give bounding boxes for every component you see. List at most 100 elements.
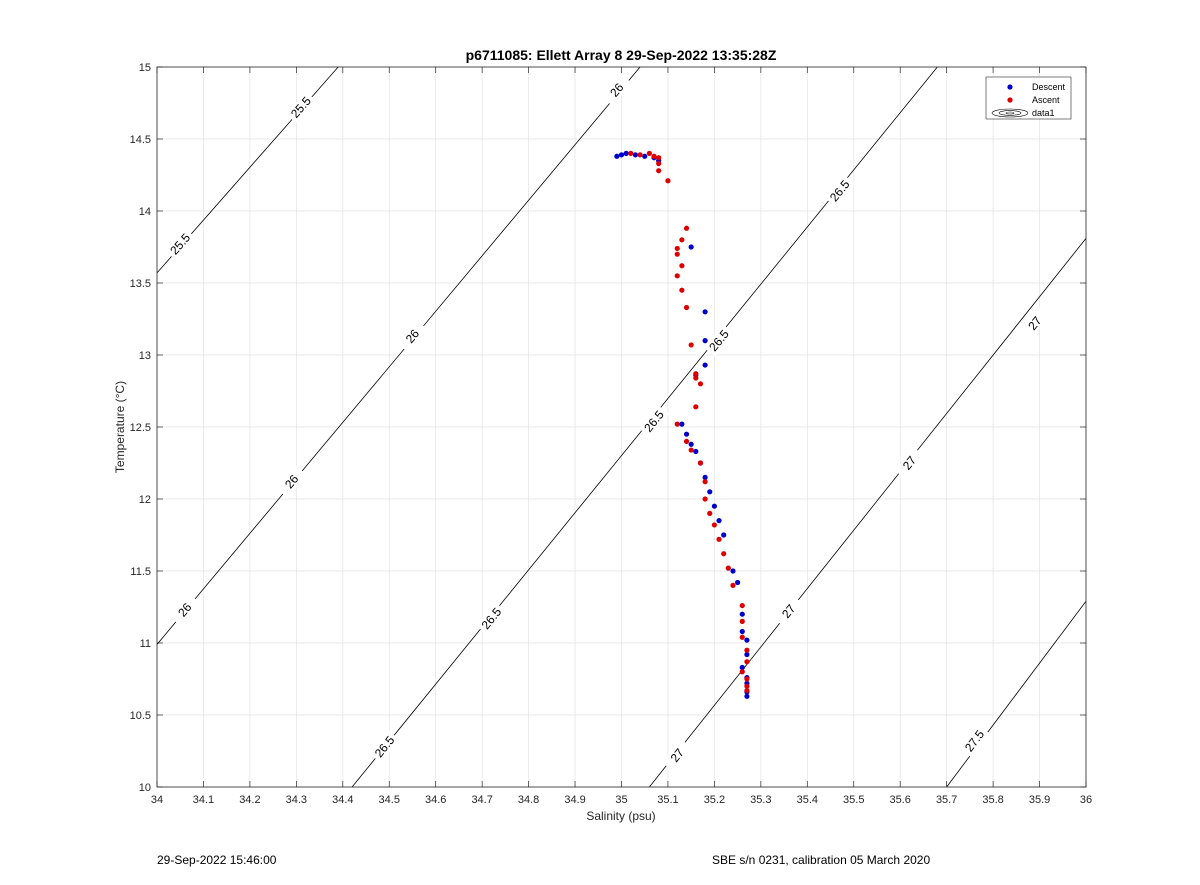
x-tick-label: 35.3 xyxy=(750,794,771,806)
descent-point xyxy=(688,441,694,447)
ascent-point xyxy=(656,168,662,174)
contour-label-gap xyxy=(773,595,804,628)
x-tick-label: 35.5 xyxy=(843,794,864,806)
x-tick-label: 35.4 xyxy=(797,794,818,806)
ascent-point xyxy=(711,522,718,528)
y-tick-label: 10.5 xyxy=(130,710,151,722)
ascent-point xyxy=(693,371,699,377)
legend[interactable]: Descent Ascent data1 xyxy=(985,76,1072,120)
legend-data1-label: data1 xyxy=(1032,108,1055,118)
x-tick-label: 34.5 xyxy=(379,794,400,806)
ascent-point xyxy=(739,634,745,640)
ascent-point xyxy=(721,551,727,557)
descent-point xyxy=(707,489,713,495)
legend-contour-icon xyxy=(991,108,1029,118)
contour-line-27 xyxy=(649,238,1087,788)
contour-label-gap xyxy=(285,91,317,124)
ascent-point xyxy=(679,287,685,293)
descent-point xyxy=(711,503,718,509)
x-tick-label: 35.6 xyxy=(889,794,910,806)
ascent-point xyxy=(628,150,634,156)
legend-ascent-marker xyxy=(1007,97,1013,103)
x-tick-label: 36 xyxy=(1080,794,1092,806)
ascent-point xyxy=(744,676,750,682)
descent-point xyxy=(735,579,741,586)
y-tick-label: 12 xyxy=(139,494,151,506)
y-tick-label: 14.5 xyxy=(130,134,151,146)
contour-label-gap xyxy=(959,724,990,758)
ascent-point xyxy=(744,687,750,694)
ascent-point xyxy=(697,460,704,466)
y-tick-label: 12.5 xyxy=(130,422,151,434)
descent-point xyxy=(642,153,648,159)
contour-label-gap xyxy=(1020,307,1050,340)
ascent-point xyxy=(730,582,736,589)
x-tick-label: 35.8 xyxy=(982,794,1003,806)
y-tick-label: 14 xyxy=(139,206,151,218)
footer-timestamp: 29-Sep-2022 15:46:00 xyxy=(157,853,277,867)
descent-point xyxy=(623,150,629,156)
descent-point xyxy=(716,518,722,524)
y-tick-label: 10 xyxy=(139,782,151,794)
descent-point xyxy=(721,532,727,538)
descent-point xyxy=(744,651,750,658)
ascent-point xyxy=(646,150,652,156)
contour-label-gap xyxy=(165,228,196,261)
y-tick-label: 11.5 xyxy=(130,566,151,578)
ascent-point xyxy=(716,536,722,542)
contour-line-26 xyxy=(156,66,641,645)
ascent-point xyxy=(702,479,708,485)
x-tick-label: 34.1 xyxy=(193,794,214,806)
ascent-point xyxy=(702,496,708,502)
ascent-point xyxy=(707,510,713,516)
descent-point xyxy=(693,448,699,455)
ascent-point xyxy=(637,152,643,158)
contour-label-gap xyxy=(169,593,200,626)
density-contours: 25.525.52626262626.526.526.526.526.52727… xyxy=(156,66,1087,788)
x-tick-label: 34.9 xyxy=(564,794,585,806)
x-tick-label: 35.1 xyxy=(657,794,678,806)
x-tick-label: 35 xyxy=(615,794,627,806)
contour-label-gap xyxy=(704,324,734,357)
descent-point xyxy=(739,628,745,635)
ascent-point xyxy=(683,438,690,444)
ascent-point xyxy=(693,404,699,410)
ascent-point xyxy=(683,225,690,231)
ascent-point xyxy=(744,659,750,665)
axis-ticks: 34 34.1 34.2 34.3 34.4 34.5 34.6 34.7 34.8 34.9 35… xyxy=(130,62,1093,806)
descent-point xyxy=(679,421,685,427)
ascent-point xyxy=(674,251,680,257)
contour-label-gap xyxy=(662,739,693,772)
descent-point xyxy=(739,611,745,617)
contour-label-gap xyxy=(476,602,507,635)
chart-title: p6711085: Ellett Array 8 29-Sep-2022 13:… xyxy=(466,47,777,63)
ascent-point xyxy=(674,421,680,427)
descent-point xyxy=(632,152,639,158)
ascent-point xyxy=(693,375,699,381)
contour-label-gap xyxy=(894,446,925,480)
ascent-point xyxy=(739,669,745,675)
x-tick-label: 34.6 xyxy=(425,794,446,806)
legend-descent-marker xyxy=(1007,84,1013,90)
y-tick-label: 13.5 xyxy=(130,278,151,290)
ascent-point xyxy=(651,153,657,159)
contour-label-gap xyxy=(397,320,428,353)
ascent-point xyxy=(744,683,750,689)
descent-point xyxy=(688,244,694,250)
descent-point xyxy=(744,693,750,699)
ascent-point xyxy=(679,237,685,243)
y-tick-label: 15 xyxy=(139,62,151,74)
legend-contour-icon-core xyxy=(1005,111,1015,115)
x-tick-label: 34.4 xyxy=(332,794,353,806)
contour-label-gap xyxy=(369,730,400,763)
grid xyxy=(156,66,1087,788)
ascent-point xyxy=(688,342,694,348)
x-tick-label: 34.8 xyxy=(518,794,539,806)
ascent-point xyxy=(674,273,680,279)
ascent-point xyxy=(697,381,704,387)
x-tick-label: 35.7 xyxy=(936,794,957,806)
ascent-point xyxy=(739,618,745,625)
ascent-point xyxy=(744,647,750,653)
ascent-point xyxy=(725,565,731,571)
